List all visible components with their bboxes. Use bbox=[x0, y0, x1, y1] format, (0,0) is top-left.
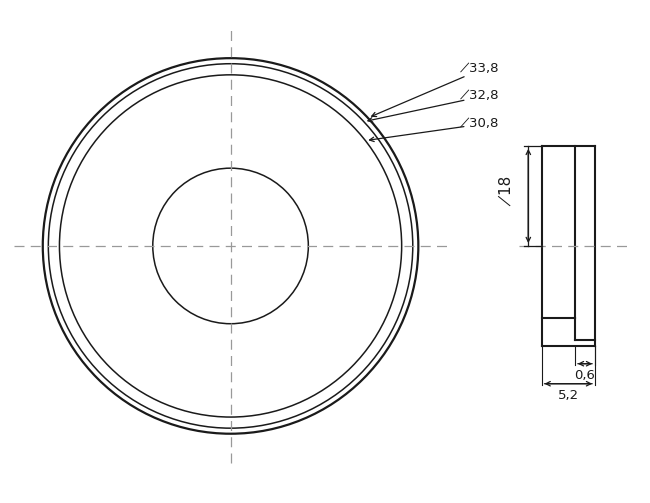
Text: ̸30,8: ̸30,8 bbox=[370, 117, 499, 141]
Text: ̸33,8: ̸33,8 bbox=[372, 62, 499, 117]
Text: 0,6: 0,6 bbox=[575, 369, 595, 382]
Text: ̸32,8: ̸32,8 bbox=[368, 90, 499, 122]
Text: 5,2: 5,2 bbox=[558, 389, 579, 402]
Text: ̸18: ̸18 bbox=[510, 186, 525, 206]
